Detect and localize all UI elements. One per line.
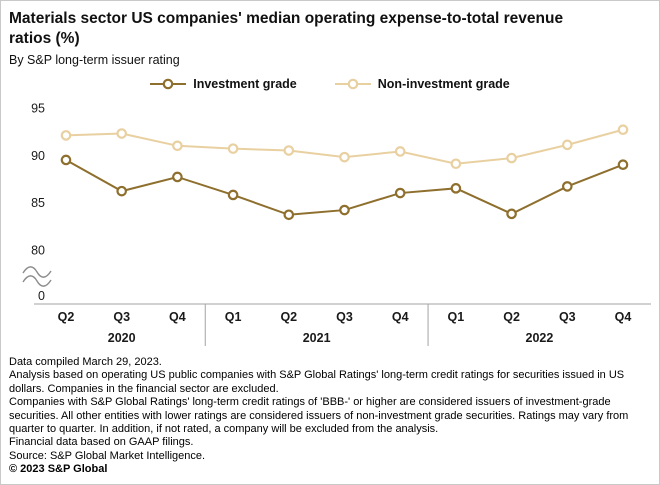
x-tick-label: Q1 [225, 310, 242, 324]
data-point-investment-grade [283, 209, 295, 220]
data-point-non-investment-grade [506, 152, 517, 164]
chart-title: Materials sector US companies' median op… [9, 10, 564, 48]
data-point-non-investment-grade [116, 128, 127, 139]
line-chart: 95 90 85 80 0 Q2 Q3 Q4 Q1 Q2 Q3 Q4 Q1 Q2 Q3 Q4 2020 2021 2… [22, 101, 651, 346]
data-point-non-investment-grade [450, 158, 462, 169]
data-point-investment-grade [561, 181, 573, 192]
data-point-investment-grade [60, 154, 72, 166]
footnote-line: Financial data based on GAAP filings. [9, 436, 194, 449]
x-tick-label: Q3 [336, 310, 353, 324]
x-tick-label: Q3 [559, 310, 576, 324]
data-point-non-investment-grade [227, 143, 239, 154]
year-label: 2022 [526, 331, 554, 345]
year-label: 2020 [108, 331, 136, 345]
copyright: © 2023 S&P Global [9, 463, 108, 476]
x-tick-label: Q3 [113, 310, 130, 324]
data-point-non-investment-grade [617, 124, 629, 135]
data-point-investment-grade [339, 204, 350, 216]
x-tick-label: Q4 [392, 310, 409, 324]
y-tick-label: 85 [31, 196, 45, 210]
legend-label-investment-grade: Investment grade [193, 76, 297, 91]
axis-break-icon [22, 266, 52, 278]
x-tick-label: Q2 [58, 310, 75, 324]
line-marker-icon [334, 78, 371, 90]
legend-item-investment-grade: Investment grade [150, 77, 297, 91]
y-tick-label: 80 [31, 243, 45, 257]
legend-label-non-investment-grade: Non-investment grade [377, 76, 510, 91]
data-point-non-investment-grade [561, 139, 573, 151]
data-point-investment-grade [450, 182, 462, 194]
footnotes: Data compiled March 29, 2023. Analysis b… [9, 356, 651, 477]
data-point-investment-grade [506, 208, 517, 220]
line-marker-icon [150, 78, 187, 90]
x-tick-label: Q4 [169, 310, 186, 324]
footnote-line: Data compiled March 29, 2023. [9, 355, 162, 368]
data-point-investment-grade [617, 159, 629, 170]
legend-item-non-investment-grade: Non-investment grade [334, 76, 510, 91]
year-label: 2021 [303, 331, 331, 345]
x-tick-label: Q1 [448, 310, 465, 324]
data-point-investment-grade [394, 187, 406, 199]
y-tick-label: 90 [31, 149, 45, 163]
footnote-line: Companies with S&P Global Ratings' long-… [9, 396, 629, 435]
y-tick-label: 95 [31, 101, 45, 115]
data-point-investment-grade [227, 189, 239, 201]
data-point-non-investment-grade [60, 130, 72, 141]
data-point-non-investment-grade [283, 145, 295, 156]
data-point-investment-grade [116, 185, 127, 197]
x-tick-label: Q2 [280, 310, 297, 324]
axis-break-icon [22, 275, 52, 287]
data-point-non-investment-grade [339, 151, 350, 163]
data-point-investment-grade [172, 171, 183, 183]
legend: Investment grade Non-investment grade [9, 76, 651, 92]
chart-subtitle: By S&P long-term issuer rating [9, 52, 180, 67]
footnote-line: Source: S&P Global Market Intelligence. [9, 449, 206, 462]
x-tick-label: Q4 [615, 310, 632, 324]
y-zero-label: 0 [38, 289, 45, 303]
x-tick-label: Q2 [503, 310, 520, 324]
footnote-line: Analysis based on operating US public co… [9, 369, 625, 395]
data-point-non-investment-grade [172, 140, 183, 152]
data-point-non-investment-grade [394, 146, 406, 157]
